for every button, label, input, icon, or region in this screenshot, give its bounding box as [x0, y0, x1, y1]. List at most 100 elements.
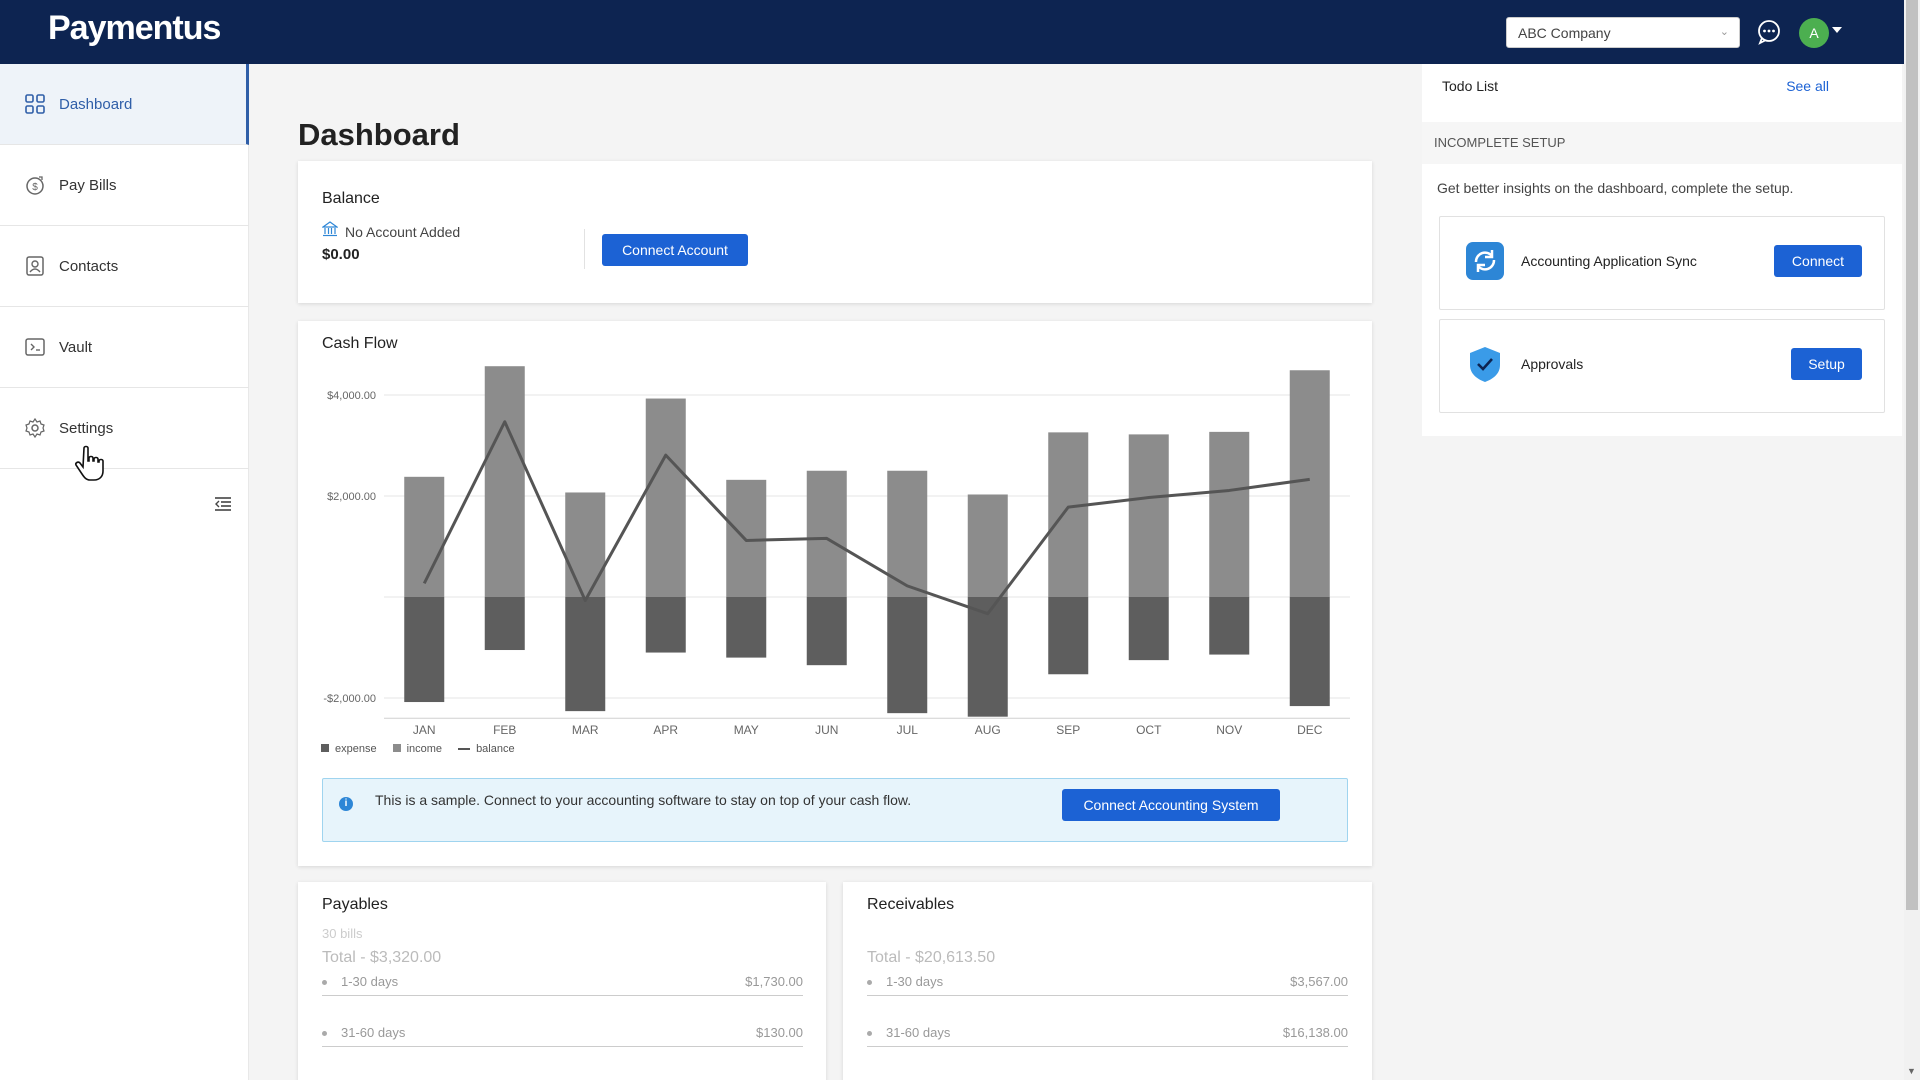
account-status: No Account Added	[345, 224, 461, 240]
expense-bar	[484, 597, 525, 651]
aging-label: 31-60 days	[886, 1025, 951, 1040]
chat-icon[interactable]	[1756, 19, 1782, 45]
see-all-link[interactable]: See all	[1786, 78, 1829, 94]
sidebar-item-label: Settings	[59, 419, 114, 437]
aging-label: 1-30 days	[341, 974, 399, 989]
divider	[584, 229, 585, 269]
sidebar: Dashboard $ Pay Bills Contacts Vault Set…	[0, 64, 249, 1080]
sidebar-item-label: Dashboard	[59, 95, 133, 113]
income-bar	[1048, 432, 1089, 597]
legend-income: income	[392, 743, 443, 755]
avatar[interactable]: A	[1799, 18, 1829, 48]
info-icon: i	[339, 797, 353, 811]
legend-label: income	[406, 743, 443, 755]
cash-flow-card: Cash Flow $4,000.00 $2,000.00 -$2,000.00 JA…	[298, 321, 1372, 866]
aging-value: $16,138.00	[1282, 1025, 1348, 1040]
scroll-down-arrow-icon[interactable]: ▼	[1907, 1066, 1916, 1076]
expense-bar	[1048, 597, 1089, 675]
income-bar	[887, 470, 928, 597]
todo-item-approvals: Approvals Setup	[1439, 319, 1885, 413]
payables-total: Total - $3,320.00	[322, 949, 442, 966]
connect-accounting-system-button[interactable]: Connect Accounting System	[1062, 789, 1280, 821]
list-item: 31-60 days $130.00	[322, 1023, 803, 1047]
svg-text:$: $	[32, 182, 38, 193]
contact-icon	[26, 256, 44, 276]
shield-check-icon	[1470, 347, 1500, 382]
sidebar-item-pay-bills[interactable]: $ Pay Bills	[0, 145, 249, 226]
dollar-icon: $	[26, 176, 44, 195]
expense-bar	[565, 597, 606, 712]
sidebar-item-label: Pay Bills	[59, 176, 117, 194]
cash-flow-title: Cash Flow	[322, 335, 398, 352]
x-tick-label: JUN	[815, 723, 838, 737]
expense-bar	[726, 597, 767, 658]
setup-button[interactable]: Setup	[1791, 348, 1862, 380]
scrollbar-thumb[interactable]	[1906, 0, 1918, 910]
balance-amount: $0.00	[322, 246, 360, 263]
sidebar-item-contacts[interactable]: Contacts	[0, 226, 249, 307]
connect-account-button[interactable]: Connect Account	[602, 234, 748, 266]
aging-label: 31-60 days	[341, 1025, 406, 1040]
avatar-caret-icon[interactable]	[1832, 27, 1842, 33]
setup-description: Get better insights on the dashboard, co…	[1437, 180, 1794, 196]
receivables-title: Receivables	[867, 896, 955, 913]
sample-info-banner: i This is a sample. Connect to your acco…	[322, 778, 1348, 842]
company-select[interactable]: ABC Company ⌄	[1506, 17, 1740, 48]
connect-button[interactable]: Connect	[1774, 245, 1862, 277]
income-bar	[484, 366, 525, 597]
sync-icon	[1466, 242, 1504, 280]
aging-value: $3,567.00	[1290, 974, 1348, 989]
income-bar	[967, 494, 1008, 597]
y-tick-label: $2,000.00	[327, 491, 376, 503]
expense-bar	[1128, 597, 1169, 661]
todo-item-name: Accounting Application Sync	[1521, 253, 1697, 269]
list-item: 1-30 days $1,730.00	[322, 972, 803, 996]
todo-item-accounting-sync: Accounting Application Sync Connect	[1439, 216, 1885, 310]
incomplete-setup-header: INCOMPLETE SETUP	[1422, 122, 1902, 164]
income-bar	[565, 492, 606, 597]
aging-value: $130.00	[756, 1025, 803, 1040]
x-tick-label: OCT	[1136, 723, 1162, 737]
bill-count: 30 bills	[322, 926, 363, 941]
sidebar-item-settings[interactable]: Settings	[0, 388, 249, 469]
y-tick-label: $4,000.00	[327, 390, 376, 402]
paymentus-logo[interactable]: Paymentus	[48, 9, 221, 47]
expense-bar	[404, 597, 445, 703]
x-tick-label: APR	[653, 723, 678, 737]
vault-icon	[25, 338, 45, 356]
list-item: 1-30 days $3,567.00	[867, 972, 1348, 996]
expense-bar	[887, 597, 928, 714]
payables-title: Payables	[322, 896, 388, 913]
legend-expense: expense	[321, 743, 377, 755]
cash-flow-chart: $4,000.00 $2,000.00 -$2,000.00 JAN FEB MAR APR…	[323, 366, 1350, 737]
y-tick-label: -$2,000.00	[323, 693, 376, 705]
info-text: This is a sample. Connect to your accoun…	[375, 792, 912, 808]
todo-panel: Todo List See all INCOMPLETE SETUP Get b…	[1422, 64, 1902, 436]
x-tick-label: JAN	[413, 723, 436, 737]
list-item: 31-60 days $16,138.00	[867, 1023, 1348, 1047]
legend-label: expense	[335, 743, 377, 755]
expense-bar	[806, 597, 847, 666]
payables-card: Payables 30 bills Total - $3,320.00 1-30…	[298, 882, 826, 1080]
collapse-sidebar-icon[interactable]	[213, 496, 233, 512]
x-tick-label: MAR	[572, 723, 599, 737]
todo-title: Todo List	[1442, 78, 1499, 94]
x-tick-label: FEB	[493, 723, 516, 737]
bank-icon	[322, 221, 338, 237]
receivables-card: Receivables Total - $20,613.50 1-30 days…	[843, 882, 1372, 1080]
expense-bar	[1289, 597, 1330, 707]
income-bar	[806, 470, 847, 597]
x-tick-label: SEP	[1056, 723, 1080, 737]
company-select-value: ABC Company	[1518, 25, 1611, 41]
balance-title: Balance	[322, 190, 380, 207]
expense-bar	[1209, 597, 1250, 655]
sidebar-item-label: Contacts	[59, 257, 119, 275]
expense-bar	[967, 597, 1008, 717]
sidebar-item-label: Vault	[59, 338, 93, 356]
chart-legend: expense income balance	[321, 743, 515, 755]
chevron-down-icon: ⌄	[1719, 26, 1729, 38]
sidebar-item-dashboard[interactable]: Dashboard	[0, 64, 249, 145]
x-tick-label: AUG	[975, 723, 1001, 737]
sidebar-item-vault[interactable]: Vault	[0, 307, 249, 388]
x-tick-label: JUL	[897, 723, 919, 737]
